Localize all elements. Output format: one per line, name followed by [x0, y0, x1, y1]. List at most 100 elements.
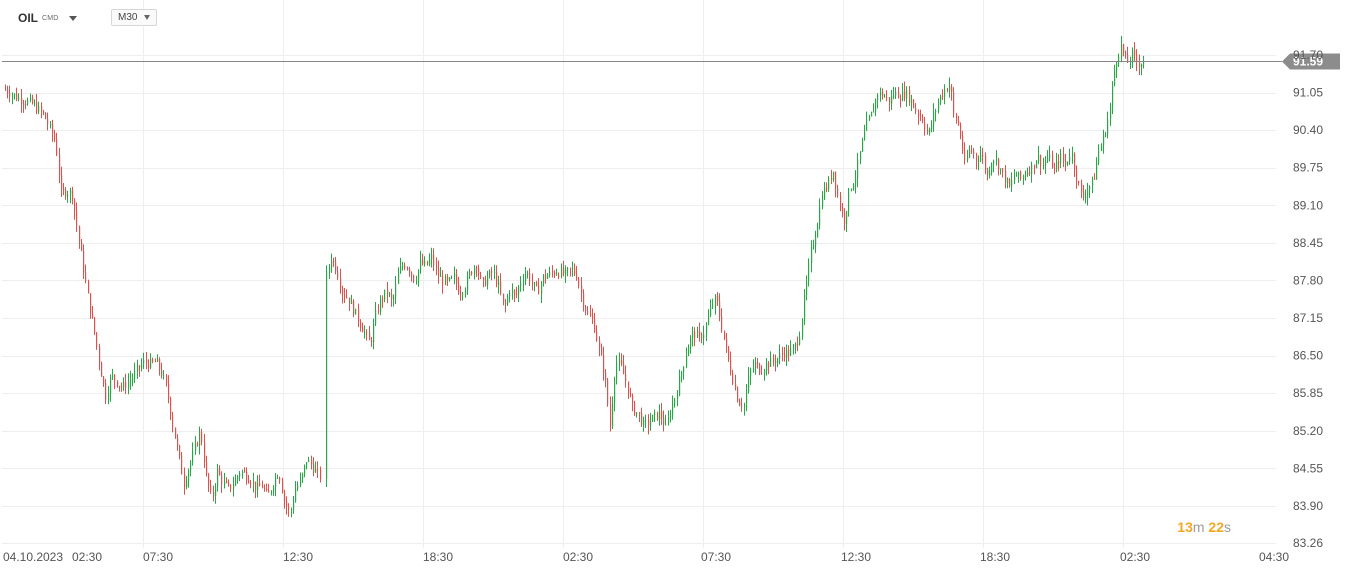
- symbol-selector[interactable]: OIL CMD: [18, 9, 77, 27]
- candle-body: [819, 206, 821, 226]
- candle-body: [632, 395, 634, 403]
- candle-body: [1110, 106, 1112, 119]
- candle-body: [873, 111, 875, 113]
- candle-body: [378, 310, 380, 312]
- candle-body: [235, 479, 237, 486]
- candle-body: [869, 116, 871, 120]
- candle-body: [549, 271, 551, 276]
- candle-body: [462, 293, 464, 295]
- candle-body: [67, 194, 69, 197]
- x-tick-label: 07:30: [143, 550, 173, 564]
- candle-body: [737, 387, 739, 402]
- candle-body: [184, 474, 186, 487]
- candle-body: [384, 289, 386, 300]
- candle-body: [195, 443, 197, 452]
- candle-body: [639, 412, 641, 414]
- candle-body: [567, 268, 569, 270]
- x-tick-label: 02:30: [1120, 550, 1150, 564]
- candle-body: [886, 96, 888, 98]
- candle-body: [366, 331, 368, 333]
- candle-body: [614, 379, 616, 404]
- candle-body: [161, 369, 163, 376]
- candle-countdown-timer: 13m 22s: [1177, 519, 1231, 535]
- chevron-down-icon: [68, 15, 77, 21]
- candle-body: [773, 357, 775, 362]
- candle-body: [715, 295, 717, 306]
- candle-body: [991, 163, 993, 173]
- candle-body: [909, 89, 911, 103]
- timeframe-selector[interactable]: M30: [111, 9, 158, 26]
- candle-body: [996, 159, 998, 161]
- candle-body: [623, 364, 625, 375]
- candle-body: [213, 490, 215, 497]
- candle-body: [23, 103, 25, 105]
- candle-body: [1029, 172, 1031, 175]
- candle-body: [288, 506, 290, 510]
- candle-body: [313, 464, 315, 473]
- candle-body: [893, 95, 895, 97]
- current-price-label: 91.59: [1293, 55, 1323, 69]
- candle-body: [634, 402, 636, 415]
- candle-body: [766, 362, 768, 371]
- candle-body: [663, 417, 665, 425]
- candle-body: [308, 459, 310, 462]
- candle-body: [300, 478, 302, 486]
- candle-body: [565, 269, 567, 274]
- candle-body: [128, 381, 130, 388]
- candle-body: [1121, 44, 1123, 58]
- candle-body: [541, 283, 543, 295]
- candle-body: [636, 412, 638, 415]
- candle-body: [264, 487, 266, 490]
- candle-body: [5, 89, 7, 91]
- candle-body: [221, 474, 223, 485]
- candle-body: [842, 208, 844, 212]
- candle-body: [333, 260, 335, 262]
- candle-body: [458, 283, 460, 294]
- candle-body: [1045, 161, 1047, 166]
- candle-body: [440, 276, 442, 278]
- candle-body: [777, 358, 779, 363]
- candle-body: [389, 293, 391, 295]
- candle-body: [659, 411, 661, 420]
- candle-body: [429, 259, 431, 265]
- y-tick-label: 87.80: [1293, 273, 1323, 287]
- candle-body: [699, 330, 701, 335]
- candle-body: [1063, 154, 1065, 162]
- candle-body: [242, 471, 244, 474]
- candle-body: [291, 509, 293, 511]
- candle-body: [418, 269, 420, 282]
- candle-body: [431, 254, 433, 260]
- candle-body: [83, 250, 85, 273]
- candle-body: [933, 112, 935, 125]
- candle-body: [1056, 161, 1058, 169]
- candle-body: [302, 473, 304, 479]
- x-tick-label: 18:30: [423, 550, 453, 564]
- timer-seconds-unit: s: [1224, 519, 1231, 535]
- candle-body: [1107, 118, 1109, 136]
- candle-body: [880, 91, 882, 95]
- candle-body: [648, 419, 650, 426]
- candle-body: [951, 85, 953, 92]
- candle-body: [610, 404, 612, 426]
- candle-body: [822, 198, 824, 207]
- candle-body: [81, 241, 83, 251]
- candle-body: [915, 107, 917, 112]
- candle-body: [1067, 161, 1069, 165]
- candle-body: [630, 393, 632, 396]
- candle-body: [411, 272, 413, 276]
- candle-body: [1101, 145, 1103, 151]
- candle-body: [605, 372, 607, 381]
- candle-body: [1025, 174, 1027, 176]
- candle-body: [527, 272, 529, 275]
- current-price-tag: [1282, 53, 1340, 70]
- candle-body: [1105, 135, 1107, 137]
- candle-body: [1069, 156, 1071, 162]
- candle-body: [271, 491, 273, 493]
- candle-body: [117, 380, 119, 387]
- candle-body: [536, 282, 538, 286]
- candle-body: [317, 468, 319, 470]
- candle-body: [857, 159, 859, 179]
- candle-body: [125, 382, 127, 388]
- candle-body: [938, 101, 940, 111]
